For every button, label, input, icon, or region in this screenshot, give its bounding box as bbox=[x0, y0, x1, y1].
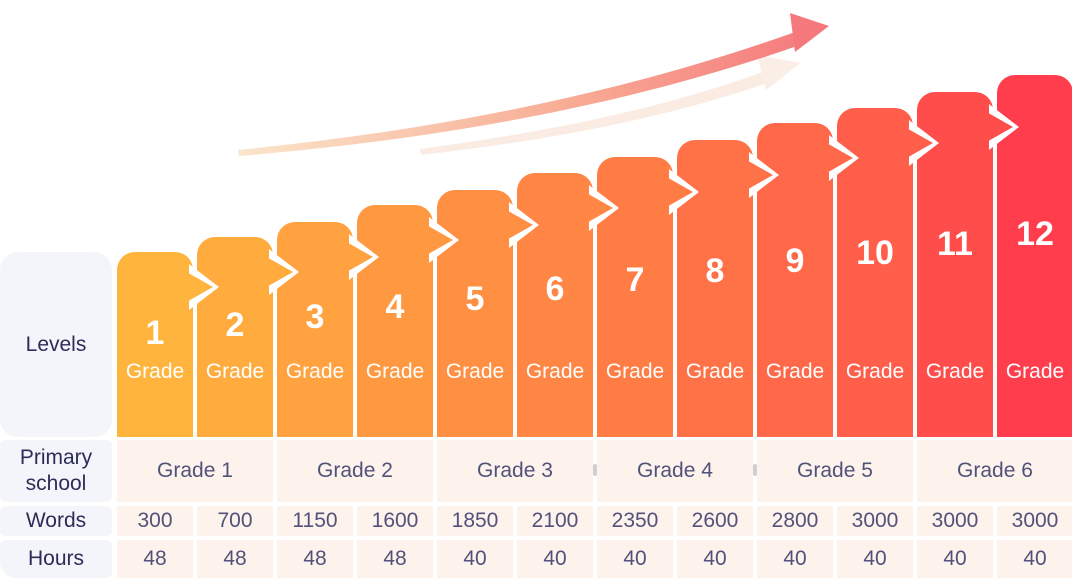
grade-label: Grade bbox=[365, 360, 425, 383]
grade-label: Grade bbox=[205, 360, 265, 383]
level-bar-1: 1 Grade bbox=[117, 252, 193, 437]
level-number: 11 bbox=[937, 225, 973, 263]
level-number: 9 bbox=[785, 242, 805, 280]
hours-value: 48 bbox=[197, 540, 273, 578]
level-number: 2 bbox=[225, 306, 245, 344]
words-value: 2600 bbox=[677, 506, 753, 536]
grade-label: Grade bbox=[445, 360, 505, 383]
grade-label: Grade bbox=[285, 360, 345, 383]
words-value: 300 bbox=[117, 506, 193, 536]
primary-school-grade-3: Grade 3 bbox=[437, 440, 593, 502]
words-value: 3000 bbox=[837, 506, 913, 536]
grade-label: Grade bbox=[845, 360, 905, 383]
level-number: 5 bbox=[465, 280, 485, 318]
level-bar-7: 7 Grade bbox=[597, 157, 673, 437]
level-number: 1 bbox=[145, 314, 165, 352]
level-bar-4: 4 Grade bbox=[357, 205, 433, 437]
level-number: 8 bbox=[705, 252, 725, 290]
words-value: 1600 bbox=[357, 506, 433, 536]
hours-value: 48 bbox=[117, 540, 193, 578]
group-separator bbox=[753, 464, 757, 476]
words-value: 2100 bbox=[517, 506, 593, 536]
growth-trend-arrow-icon bbox=[238, 13, 829, 156]
level-bar-5: 5 Grade bbox=[437, 190, 513, 437]
primary-school-grade-2: Grade 2 bbox=[277, 440, 433, 502]
words-value: 700 bbox=[197, 506, 273, 536]
level-bar-9: 9 Grade bbox=[757, 123, 833, 437]
hours-value: 40 bbox=[437, 540, 513, 578]
level-number: 12 bbox=[1016, 215, 1054, 253]
level-number: 10 bbox=[856, 234, 894, 272]
grade-label: Grade bbox=[765, 360, 825, 383]
hours-value: 40 bbox=[677, 540, 753, 578]
grade-label: Grade bbox=[525, 360, 585, 383]
row-header-words: Words bbox=[0, 506, 112, 536]
level-number: 3 bbox=[305, 298, 325, 336]
primary-school-grade-1: Grade 1 bbox=[117, 440, 273, 502]
grade-label: Grade bbox=[1005, 360, 1065, 383]
words-value: 2800 bbox=[757, 506, 833, 536]
level-bar-6: 6 Grade bbox=[517, 173, 593, 437]
level-bar-2: 2 Grade bbox=[197, 237, 273, 437]
hours-value: 40 bbox=[837, 540, 913, 578]
hours-value: 40 bbox=[597, 540, 673, 578]
row-header-primary-school: Primary school bbox=[0, 440, 112, 502]
level-number: 6 bbox=[545, 270, 565, 308]
level-number: 7 bbox=[625, 261, 645, 299]
group-separator bbox=[593, 464, 597, 476]
hours-value: 48 bbox=[357, 540, 433, 578]
words-value: 3000 bbox=[997, 506, 1072, 536]
words-value: 1850 bbox=[437, 506, 513, 536]
level-bar-3: 3 Grade bbox=[277, 222, 353, 437]
grade-label: Grade bbox=[685, 360, 745, 383]
level-number: 4 bbox=[385, 288, 405, 326]
words-value: 2350 bbox=[597, 506, 673, 536]
grade-label: Grade bbox=[125, 360, 185, 383]
hours-value: 40 bbox=[997, 540, 1072, 578]
grade-label: Grade bbox=[925, 360, 985, 383]
row-header-levels: Levels bbox=[0, 252, 112, 437]
hours-value: 40 bbox=[517, 540, 593, 578]
level-bar-12: 12 Grade bbox=[997, 75, 1072, 437]
row-header-hours: Hours bbox=[0, 540, 112, 578]
primary-school-grade-4: Grade 4 bbox=[597, 440, 753, 502]
primary-school-grade-5: Grade 5 bbox=[757, 440, 913, 502]
primary-school-grade-6: Grade 6 bbox=[917, 440, 1072, 502]
grade-label: Grade bbox=[605, 360, 665, 383]
hours-value: 48 bbox=[277, 540, 353, 578]
hours-value: 40 bbox=[917, 540, 993, 578]
words-value: 1150 bbox=[277, 506, 353, 536]
words-value: 3000 bbox=[917, 506, 993, 536]
hours-value: 40 bbox=[757, 540, 833, 578]
